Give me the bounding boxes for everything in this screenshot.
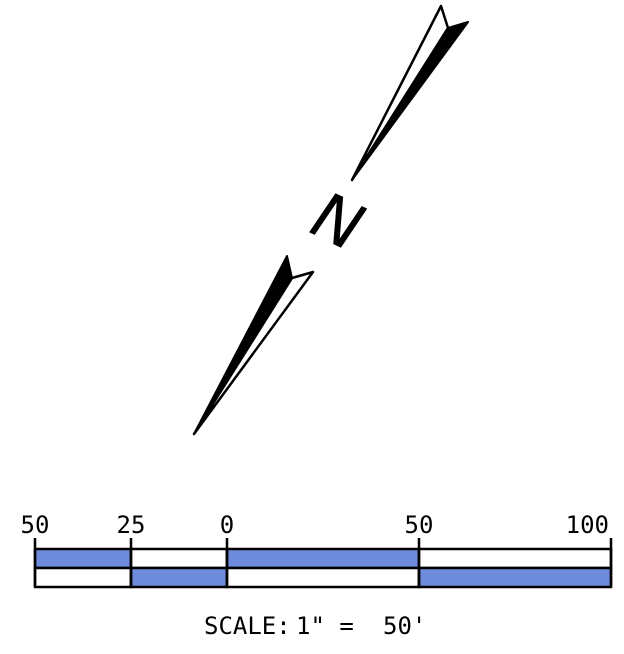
scale-cell-bottom-2: [225, 566, 421, 589]
scale-caption-value: 50': [383, 612, 426, 640]
north-arrow-icon: N: [192, 4, 469, 436]
scale-bar-cells: [33, 547, 613, 589]
scale-cell-bottom-1: [129, 566, 229, 589]
scale-tick-label-0: 50: [21, 511, 50, 539]
scale-cell-top-2: [225, 547, 421, 570]
scale-cell-bottom-0: [33, 566, 133, 589]
scale-cell-top-1: [129, 547, 229, 570]
north-arrow-tail-outline: [192, 270, 315, 436]
scale-caption-prefix: SCALE:: [204, 612, 291, 640]
scale-caption-ratio: 1" =: [296, 612, 354, 640]
scale-tick-label-2: 0: [220, 511, 234, 539]
north-letter: N: [294, 180, 379, 263]
scale-tick-label-1: 25: [117, 511, 146, 539]
scale-tick-label-3: 50: [405, 511, 434, 539]
north-arrow-tail-fill: [193, 255, 293, 435]
scale-cell-bottom-3: [417, 566, 613, 589]
scale-bar-ticks: [33, 538, 613, 587]
north-arrow-head-outline: [350, 4, 450, 182]
scale-bar-tick-labels: 50 25 0 50 100: [21, 511, 609, 539]
scale-caption: SCALE: 1" = 50': [204, 612, 426, 640]
scale-tick-label-4: 100: [566, 511, 609, 539]
scale-cell-top-3: [417, 547, 613, 570]
scale-bar: 50 25 0 50 100: [21, 511, 613, 589]
north-arrow-head-fill: [351, 21, 469, 181]
scale-cell-top-0: [33, 547, 133, 570]
